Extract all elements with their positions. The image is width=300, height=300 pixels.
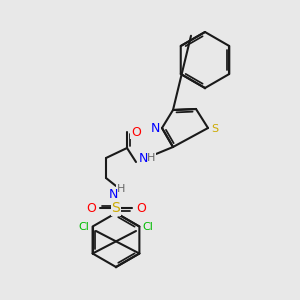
Text: O: O bbox=[136, 202, 146, 214]
Text: O: O bbox=[86, 202, 96, 214]
Text: H: H bbox=[117, 184, 125, 194]
Text: N: N bbox=[138, 152, 148, 164]
Text: N: N bbox=[150, 122, 160, 134]
Text: Cl: Cl bbox=[79, 222, 89, 232]
Text: O: O bbox=[131, 125, 141, 139]
Text: S: S bbox=[212, 124, 219, 134]
Text: N: N bbox=[108, 188, 118, 202]
Text: Cl: Cl bbox=[142, 222, 153, 232]
Text: H: H bbox=[147, 153, 155, 163]
Text: S: S bbox=[112, 201, 120, 215]
